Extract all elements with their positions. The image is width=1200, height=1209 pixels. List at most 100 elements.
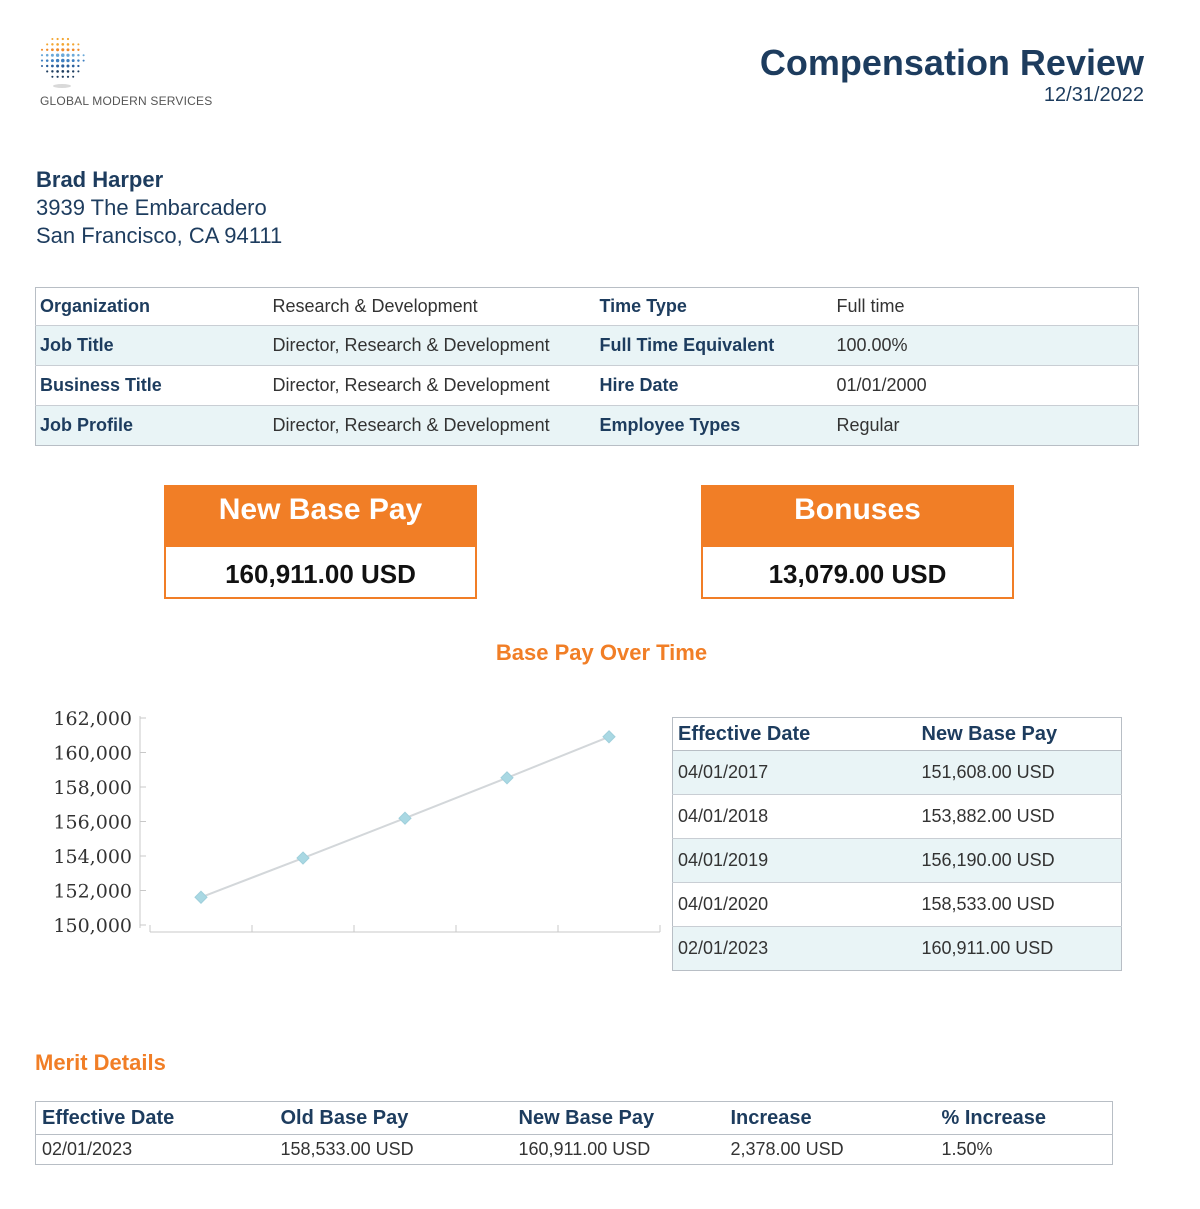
table-row: 04/01/2019 156,190.00 USD (672, 838, 1122, 883)
info-label: Time Type (599, 296, 687, 316)
info-label: Job Title (35, 325, 269, 366)
data-point (194, 890, 208, 904)
logo-dot (46, 70, 49, 73)
table-row: 04/01/2017 151,608.00 USD (672, 750, 1122, 795)
employee-name: Brad Harper (36, 167, 164, 192)
logo-dot (55, 53, 60, 57)
logo-dot (82, 59, 85, 62)
base-pay-cell: 153,882.00 USD (916, 794, 1122, 839)
data-point (398, 811, 412, 825)
logo-dot (66, 37, 70, 41)
table-header-row: Effective Date New Base Pay (672, 717, 1122, 751)
logo-dot (51, 70, 54, 73)
logo-dot (61, 37, 64, 41)
logo-dot (66, 53, 70, 57)
logo-dot (71, 48, 75, 52)
info-value: Research & Development (272, 296, 478, 316)
base-pay-cell: 156,190.00 USD (916, 838, 1122, 883)
table-row: 02/01/2023 158,533.00 USD 160,911.00 USD… (36, 1135, 1113, 1165)
merit-old-base-pay: 158,533.00 USD (280, 1139, 414, 1159)
effective-date-cell: 04/01/2018 (672, 794, 917, 839)
logo-dot (56, 64, 60, 68)
effective-date-cell: 02/01/2023 (672, 926, 917, 971)
logo-dot (61, 58, 65, 63)
logo-dot (61, 43, 65, 46)
y-tick-label: 154,000 (53, 846, 132, 868)
logo-dot (40, 64, 44, 68)
logo-dot (61, 64, 65, 68)
table-row: Job Title Director, Research & Developme… (35, 325, 1139, 366)
logo-dot (56, 70, 59, 73)
y-tick-label: 156,000 (53, 812, 132, 834)
logo-dot (50, 59, 54, 63)
logo-dot (50, 53, 54, 57)
y-tick-label: 150,000 (53, 915, 132, 937)
logo-dot (55, 58, 60, 63)
logo-dot (82, 54, 85, 57)
logo-dot (72, 70, 75, 73)
effective-date-cell: 04/01/2020 (672, 882, 917, 927)
logo-dot (51, 64, 54, 68)
logo-dot (71, 53, 75, 57)
logo-dot (61, 75, 64, 78)
logo-dot (66, 75, 70, 78)
y-tick-label: 162,000 (53, 708, 132, 730)
merit-percent-increase: 1.50% (941, 1139, 993, 1159)
merit-effective-date: 02/01/2023 (42, 1139, 133, 1159)
merit-new-base-pay: 160,911.00 USD (518, 1139, 651, 1159)
info-value: Regular (832, 405, 1139, 446)
address-line-1: 3939 The Embarcadero (36, 195, 267, 220)
logo-dot (61, 53, 65, 57)
globe-logo-icon (40, 37, 85, 88)
column-header: New Base Pay (512, 1101, 725, 1135)
column-header: Increase (724, 1101, 936, 1135)
logo-dot (51, 43, 54, 46)
table-row: 04/01/2018 153,882.00 USD (672, 794, 1122, 839)
info-value: Director, Research & Development (268, 325, 596, 366)
logo-dot (66, 64, 70, 68)
logo-dot (66, 58, 70, 63)
base-pay-line-chart: 162,000 160,000 158,000 156,000 154,000 152,0… (53, 708, 661, 937)
logo-dot (77, 43, 80, 46)
address-line-2: San Francisco, CA 94111 (36, 223, 283, 248)
logo-dot (71, 64, 75, 68)
logo-dot (61, 48, 65, 52)
info-value: Director, Research & Development (268, 365, 596, 406)
y-tick-label: 152,000 (53, 881, 132, 903)
employee-address-block: Brad Harper 3939 The Embarcadero San Fra… (36, 166, 282, 250)
logo-shadow (53, 84, 71, 88)
company-logo: GLOBAL MODERN SERVICES (38, 36, 238, 108)
new-base-pay-label: New Base Pay (166, 487, 475, 547)
logo-dot (51, 37, 54, 41)
column-header: New Base Pay (916, 717, 1122, 751)
merit-increase: 2,378.00 USD (730, 1139, 844, 1159)
bonuses-card: Bonuses 13,079.00 USD (701, 485, 1014, 599)
logo-dot (40, 54, 44, 57)
info-label: Business Title (35, 365, 269, 406)
logo-dot (56, 48, 60, 52)
y-tick-label: 160,000 (53, 743, 132, 765)
logo-dot (40, 48, 44, 51)
logo-dot (45, 53, 49, 57)
logo-dot (77, 64, 80, 68)
logo-dot (56, 37, 59, 41)
logo-dot (56, 75, 59, 78)
base-pay-cell: 158,533.00 USD (916, 882, 1122, 927)
info-label: Organization (40, 296, 151, 316)
logo-dot (51, 48, 54, 52)
column-header: Old Base Pay (274, 1101, 513, 1135)
info-value: Director, Research & Development (268, 405, 596, 446)
merit-details-title: Merit Details (35, 1050, 166, 1075)
employee-info-table: Organization Research & Development Time… (35, 287, 1139, 446)
table-row: Organization Research & Development Time… (36, 288, 1139, 326)
data-point (602, 730, 616, 744)
logo-dot (77, 70, 80, 73)
info-label: Hire Date (595, 365, 833, 406)
info-label: Job Profile (35, 405, 269, 446)
logo-dot (56, 43, 59, 46)
logo-dot (77, 59, 80, 62)
logo-dot (72, 43, 75, 46)
info-label: Employee Types (595, 405, 833, 446)
logo-dot (72, 75, 75, 78)
logo-dot (45, 64, 49, 68)
